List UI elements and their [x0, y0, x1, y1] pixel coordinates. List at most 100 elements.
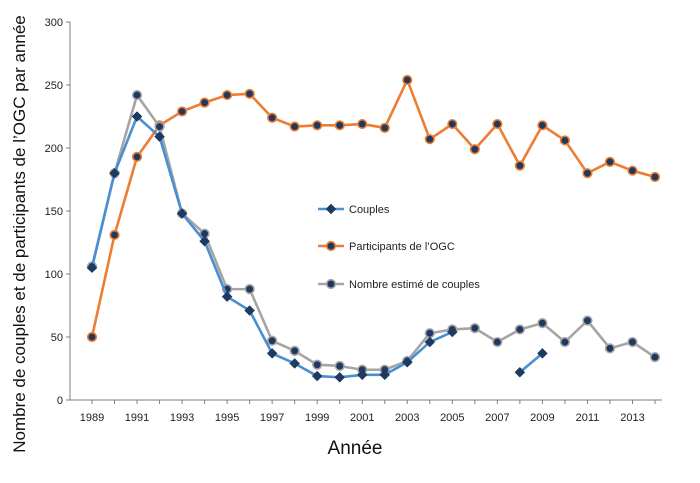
data-point-couples	[356, 369, 368, 381]
x-ticks: 1989 1991 1993 1995 1997 1999 2001 2003 2005 2007…	[80, 400, 656, 424]
data-point-couples	[221, 291, 233, 303]
data-point-estimated-couples	[154, 121, 165, 132]
data-point-participants	[627, 165, 638, 176]
y-tick-label: 150	[45, 206, 63, 218]
legend-item-couples: Couples	[318, 203, 390, 216]
data-point-participants	[402, 74, 413, 86]
data-point-couples	[401, 356, 413, 368]
data-point-estimated-couples	[131, 89, 143, 101]
x-tick-label: 1995	[215, 412, 239, 424]
data-point-couples	[334, 371, 346, 383]
data-point-estimated-couples	[604, 343, 616, 354]
data-point-participants	[537, 120, 548, 131]
data-point-estimated-couples	[514, 324, 525, 335]
y-tick-label: 100	[45, 269, 63, 281]
data-point-couples	[86, 262, 98, 274]
data-point-estimated-couples	[537, 318, 548, 329]
data-point-participants	[514, 160, 525, 171]
data-point-estimated-couples	[267, 335, 278, 346]
data-point-estimated-couples	[649, 352, 661, 363]
data-point-couples	[109, 167, 120, 179]
legend-item-participants: Participants de l’OGC	[318, 240, 455, 253]
y-ticks: 0 50 100 150 200 250 300	[45, 17, 70, 407]
x-axis-title: Année	[328, 438, 383, 459]
y-tick-label: 250	[45, 80, 63, 92]
data-point-participants	[582, 168, 593, 179]
y-tick-label: 50	[51, 332, 63, 344]
data-point-participants	[109, 229, 120, 241]
x-tick-label: 1999	[305, 412, 329, 424]
data-point-estimated-couples	[424, 328, 435, 339]
data-point-couples	[537, 348, 548, 359]
data-point-participants	[357, 118, 368, 130]
data-point-participants	[131, 151, 143, 162]
x-tick-label: 2011	[576, 412, 600, 424]
data-point-couples	[424, 336, 436, 348]
legend-marker-couples	[325, 203, 337, 215]
data-point-participants	[447, 118, 458, 130]
data-point-estimated-couples	[492, 336, 503, 348]
x-tick-label: 1993	[170, 412, 194, 424]
legend-label-estimated-couples: Nombre estimé de couples	[349, 279, 480, 291]
data-point-couples	[266, 348, 278, 359]
series-line-estimated-couples	[90, 93, 657, 372]
legend-item-estimated-couples: Nombre estimé de couples	[318, 278, 480, 291]
data-point-estimated-couples	[289, 345, 300, 356]
series-participants	[86, 74, 661, 343]
data-point-estimated-couples	[559, 336, 571, 348]
data-point-couples	[514, 366, 526, 378]
x-tick-label: 2013	[620, 412, 644, 424]
data-point-couples	[131, 111, 143, 122]
data-point-participants	[334, 120, 345, 131]
data-point-participants	[379, 122, 390, 133]
x-tick-label: 2003	[395, 412, 419, 424]
data-point-estimated-couples	[469, 323, 480, 334]
data-point-couples	[289, 358, 301, 369]
x-tick-label: 2009	[530, 412, 554, 424]
data-point-couples	[176, 208, 188, 219]
data-point-couples	[244, 305, 255, 316]
legend-marker-participants	[325, 240, 337, 252]
series-couples	[86, 111, 548, 383]
y-axis-title: Nombre de couples et de participants de …	[10, 15, 29, 453]
data-point-couples	[379, 369, 391, 381]
data-point-participants	[312, 120, 323, 131]
data-point-estimated-couples	[582, 315, 593, 326]
x-tick-label: 2001	[350, 412, 374, 424]
data-point-couples	[311, 370, 323, 382]
x-tick-label: 1989	[80, 412, 104, 424]
x-tick-label: 1991	[125, 412, 149, 424]
data-point-couples	[446, 326, 458, 338]
data-point-participants	[199, 97, 210, 108]
legend-marker-estimated-couples	[325, 278, 337, 290]
y-tick-label: 0	[57, 395, 63, 407]
data-point-participants	[222, 89, 233, 101]
data-point-estimated-couples	[334, 360, 345, 372]
data-point-participants	[469, 144, 480, 155]
data-point-participants	[86, 331, 98, 343]
data-point-couples	[154, 131, 165, 143]
y-tick-label: 300	[45, 17, 63, 29]
data-point-couples	[199, 235, 210, 247]
data-point-participants	[244, 88, 255, 99]
data-point-estimated-couples	[312, 359, 323, 370]
series-estimated-couples	[86, 89, 661, 375]
data-point-participants	[424, 134, 435, 145]
data-point-participants	[176, 106, 188, 117]
x-tick-label: 2007	[485, 412, 509, 424]
series-line-couples	[518, 352, 544, 374]
data-point-participants	[604, 156, 616, 167]
y-tick-label: 200	[45, 143, 63, 155]
series-layer	[86, 74, 661, 383]
data-point-estimated-couples	[244, 284, 255, 295]
data-point-estimated-couples	[627, 336, 638, 348]
data-point-participants	[267, 112, 278, 123]
data-point-participants	[649, 171, 661, 183]
data-point-participants	[559, 135, 571, 146]
x-tick-label: 2005	[440, 412, 464, 424]
legend-label-couples: Couples	[349, 204, 390, 216]
legend: Couples Participants de l’OGC Nombre estim…	[318, 203, 480, 291]
data-point-participants	[492, 118, 503, 130]
data-point-participants	[289, 121, 300, 132]
